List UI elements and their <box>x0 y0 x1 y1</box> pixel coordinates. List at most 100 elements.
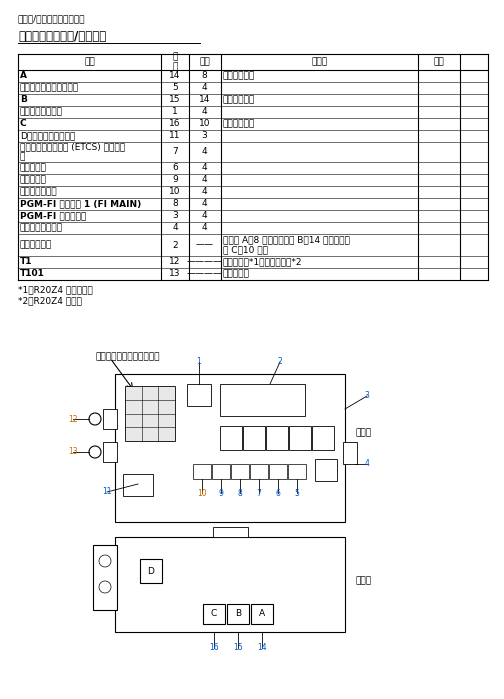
Text: 2: 2 <box>278 357 282 366</box>
Bar <box>103 409 117 429</box>
Text: 端子: 端子 <box>199 57 210 66</box>
Bar <box>266 426 288 450</box>
Text: 参
考: 参 考 <box>172 52 178 72</box>
Text: C: C <box>211 610 217 619</box>
Text: ————: ———— <box>186 257 223 266</box>
Text: 顾能: 顾能 <box>84 57 95 66</box>
Bar <box>250 464 268 479</box>
Text: 12: 12 <box>68 415 78 424</box>
Text: 13: 13 <box>68 447 78 456</box>
Text: 11: 11 <box>102 487 112 496</box>
Text: 3: 3 <box>172 212 178 220</box>
Text: 继电器电路板: 继电器电路板 <box>20 240 52 250</box>
Circle shape <box>89 446 101 458</box>
Text: PGM-FI 辅助继电器: PGM-FI 辅助继电器 <box>20 212 86 220</box>
Bar <box>125 386 175 441</box>
Bar <box>123 474 153 496</box>
Text: 4: 4 <box>202 164 208 173</box>
Bar <box>93 545 117 610</box>
Text: 鼓风机电机继电器: 鼓风机电机继电器 <box>20 108 63 117</box>
Bar <box>203 604 225 624</box>
Text: 16: 16 <box>169 120 181 129</box>
Text: 6: 6 <box>172 164 178 173</box>
Text: 空调压缩机离合器继电器: 空调压缩机离合器继电器 <box>20 83 79 92</box>
Text: B: B <box>235 610 241 619</box>
Text: 4: 4 <box>202 175 208 185</box>
Text: T1: T1 <box>20 257 32 266</box>
Text: 5: 5 <box>172 83 178 92</box>
Circle shape <box>89 413 101 425</box>
Text: ——: —— <box>196 240 214 250</box>
Text: 5: 5 <box>294 489 299 498</box>
Text: 备注: 备注 <box>434 57 445 66</box>
Bar <box>243 426 265 450</box>
Text: 保险丝/继电器盒连接器位置: 保险丝/继电器盒连接器位置 <box>18 14 86 23</box>
Text: 后视图: 后视图 <box>355 576 371 585</box>
Text: 插接器 A（8 针）、插接器 B（14 针）和插接
器 C（10 针）: 插接器 A（8 针）、插接器 B（14 针）和插接 器 C（10 针） <box>223 236 349 254</box>
Text: 点火线圈继电器: 点火线圈继电器 <box>20 187 57 196</box>
Text: T101: T101 <box>20 270 45 278</box>
Bar <box>115 374 345 522</box>
Text: ————: ———— <box>186 270 223 278</box>
Text: 13: 13 <box>169 270 181 278</box>
Text: 10: 10 <box>197 489 207 498</box>
Bar <box>289 426 311 450</box>
Bar <box>251 604 273 624</box>
Text: 9: 9 <box>172 175 178 185</box>
Text: 3: 3 <box>364 391 369 401</box>
Text: 10: 10 <box>169 187 181 196</box>
Text: 16: 16 <box>209 644 219 652</box>
Text: 15: 15 <box>233 644 243 652</box>
Text: 4: 4 <box>202 147 208 157</box>
Circle shape <box>99 555 111 567</box>
Text: 14: 14 <box>257 644 267 652</box>
Bar <box>220 384 305 416</box>
Text: 发动机线束: 发动机线束 <box>223 270 249 278</box>
Text: C: C <box>20 120 27 129</box>
Text: A: A <box>20 71 27 80</box>
Bar <box>312 426 334 450</box>
Text: 7: 7 <box>172 147 178 157</box>
Bar <box>315 459 337 481</box>
Text: 14: 14 <box>169 71 180 80</box>
Text: 12: 12 <box>169 257 180 266</box>
Text: 4: 4 <box>202 108 208 117</box>
Bar <box>212 464 230 479</box>
Text: A: A <box>259 610 265 619</box>
Text: 连接至: 连接至 <box>311 57 327 66</box>
Text: 起动机电源*1或发动机线束*2: 起动机电源*1或发动机线束*2 <box>223 257 302 266</box>
Text: 发动机盖下保险丝继电器盒: 发动机盖下保险丝继电器盒 <box>95 352 159 361</box>
Text: 4: 4 <box>202 224 208 233</box>
Text: 10: 10 <box>199 120 210 129</box>
Text: D: D <box>148 566 154 575</box>
Bar <box>227 604 249 624</box>
Text: 4: 4 <box>202 83 208 92</box>
Text: 6: 6 <box>276 489 280 498</box>
Text: 喇叭继电器: 喇叭继电器 <box>20 175 47 185</box>
Text: 15: 15 <box>169 96 181 104</box>
Text: 3: 3 <box>202 131 208 140</box>
Text: 前视图: 前视图 <box>355 428 371 437</box>
Text: 7: 7 <box>257 489 262 498</box>
Text: 发动机室线束: 发动机室线束 <box>223 71 255 80</box>
Text: 发动机盖下保险丝/继电器盒: 发动机盖下保险丝/继电器盒 <box>18 30 106 43</box>
Text: 9: 9 <box>219 489 223 498</box>
Bar <box>193 464 211 479</box>
Text: 后窗除雾器继电器: 后窗除雾器继电器 <box>20 224 63 233</box>
Text: PGM-FI 主继电器 1 (FI MAIN): PGM-FI 主继电器 1 (FI MAIN) <box>20 199 141 208</box>
Bar <box>269 464 287 479</box>
Text: 4: 4 <box>202 187 208 196</box>
Text: 1: 1 <box>197 357 202 366</box>
Text: D（电气负载检测器）: D（电气负载检测器） <box>20 131 75 140</box>
Text: 4: 4 <box>364 459 369 468</box>
Text: *2：R20Z4 发动机: *2：R20Z4 发动机 <box>18 296 82 305</box>
Text: 发动机室线束: 发动机室线束 <box>223 120 255 129</box>
Bar <box>140 559 162 583</box>
Text: 2: 2 <box>172 240 178 250</box>
Text: 11: 11 <box>169 131 181 140</box>
Bar <box>103 442 117 462</box>
Text: 8: 8 <box>237 489 242 498</box>
Circle shape <box>99 581 111 593</box>
Bar <box>343 442 357 464</box>
Text: 4: 4 <box>202 199 208 208</box>
